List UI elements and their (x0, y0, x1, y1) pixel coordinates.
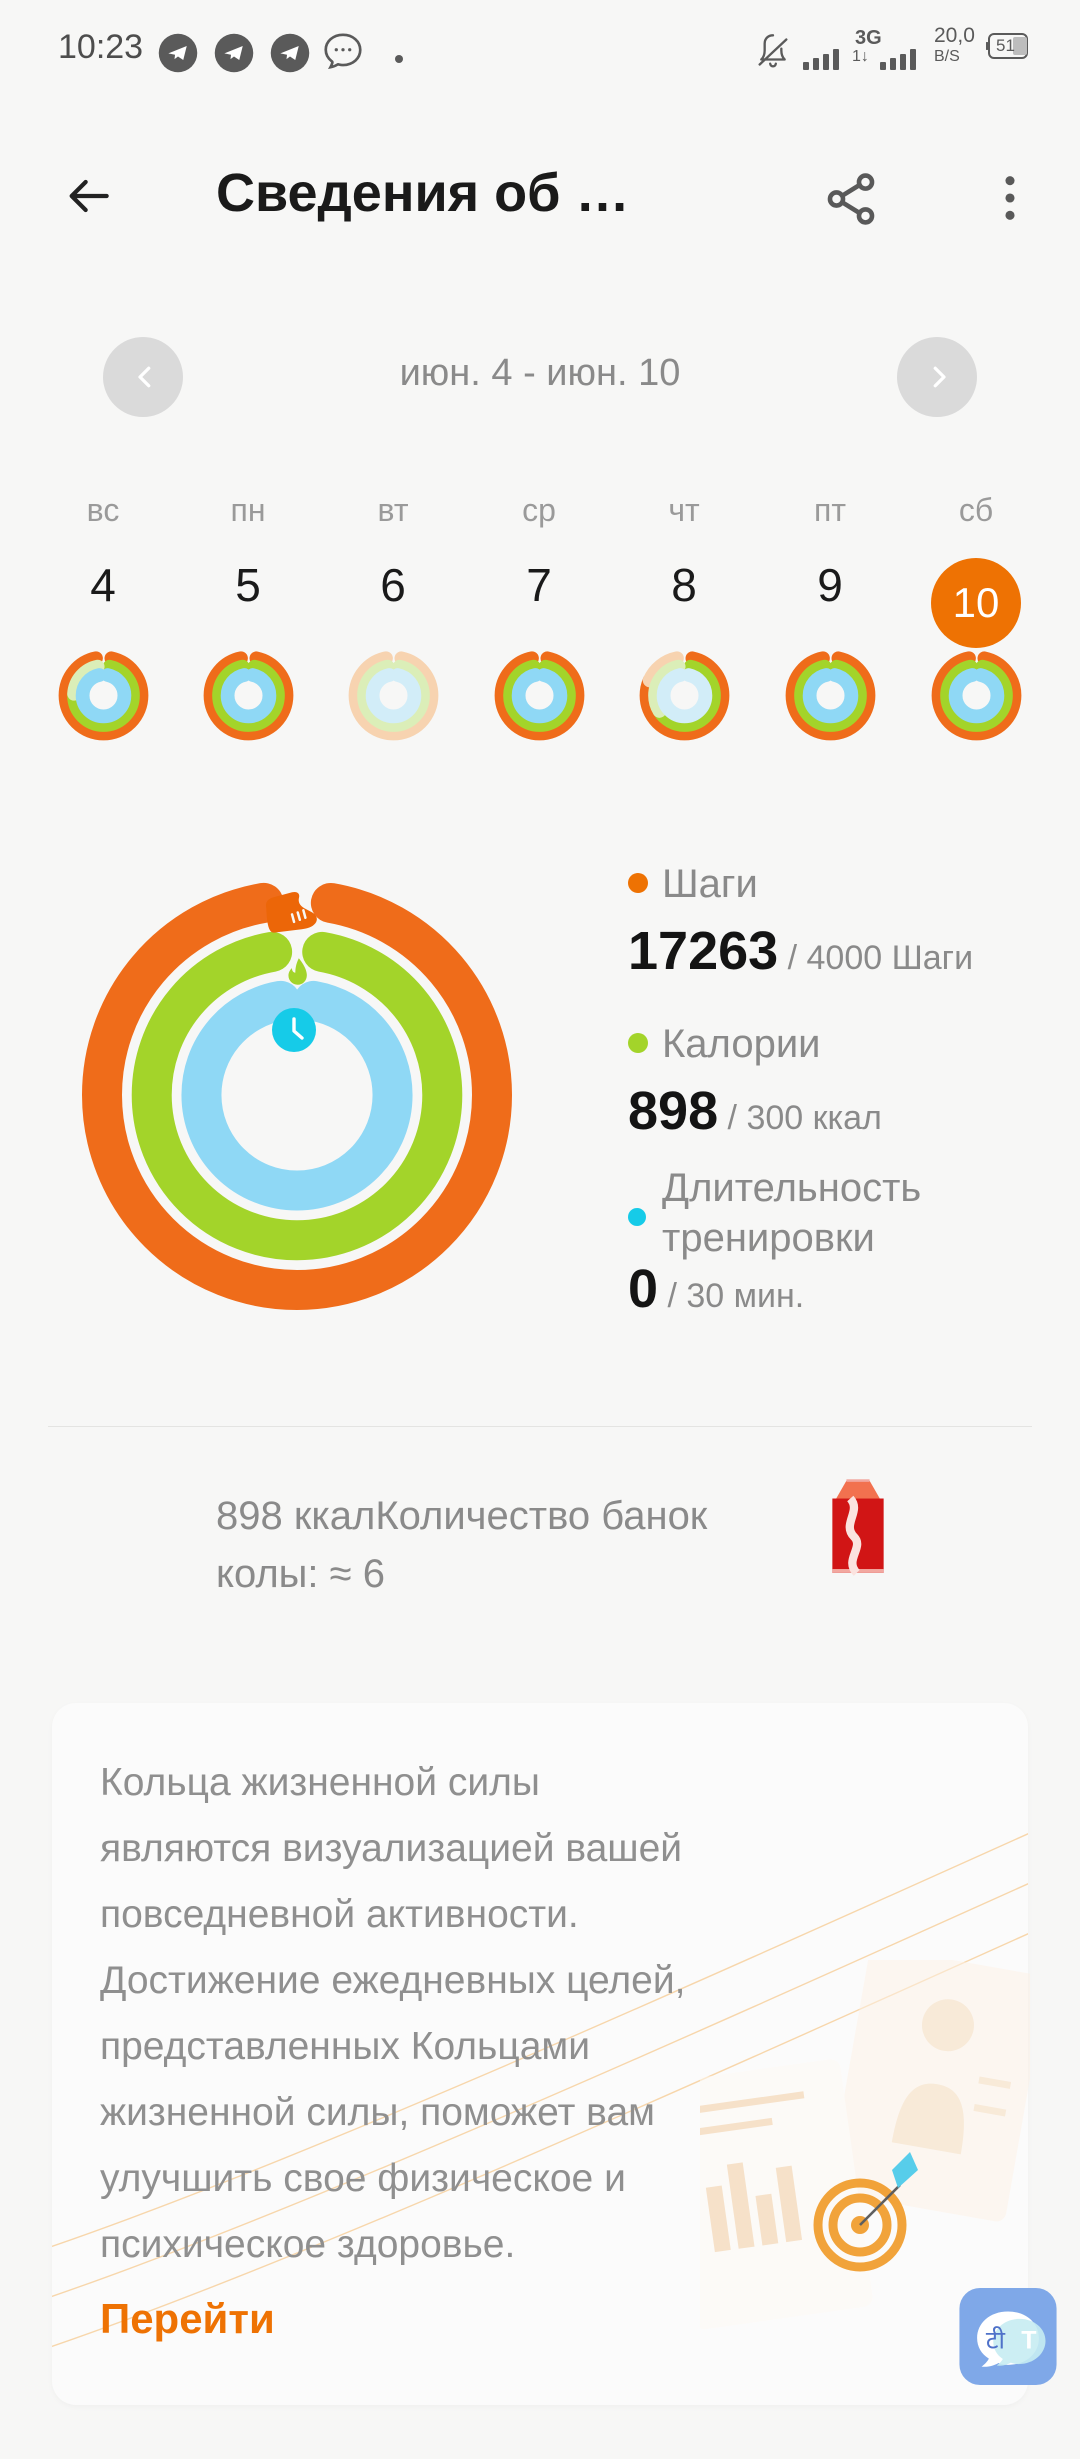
svg-text:टी: टी (986, 2325, 1006, 2354)
svg-text:T: T (1021, 2326, 1036, 2354)
svg-text:51: 51 (996, 36, 1015, 55)
